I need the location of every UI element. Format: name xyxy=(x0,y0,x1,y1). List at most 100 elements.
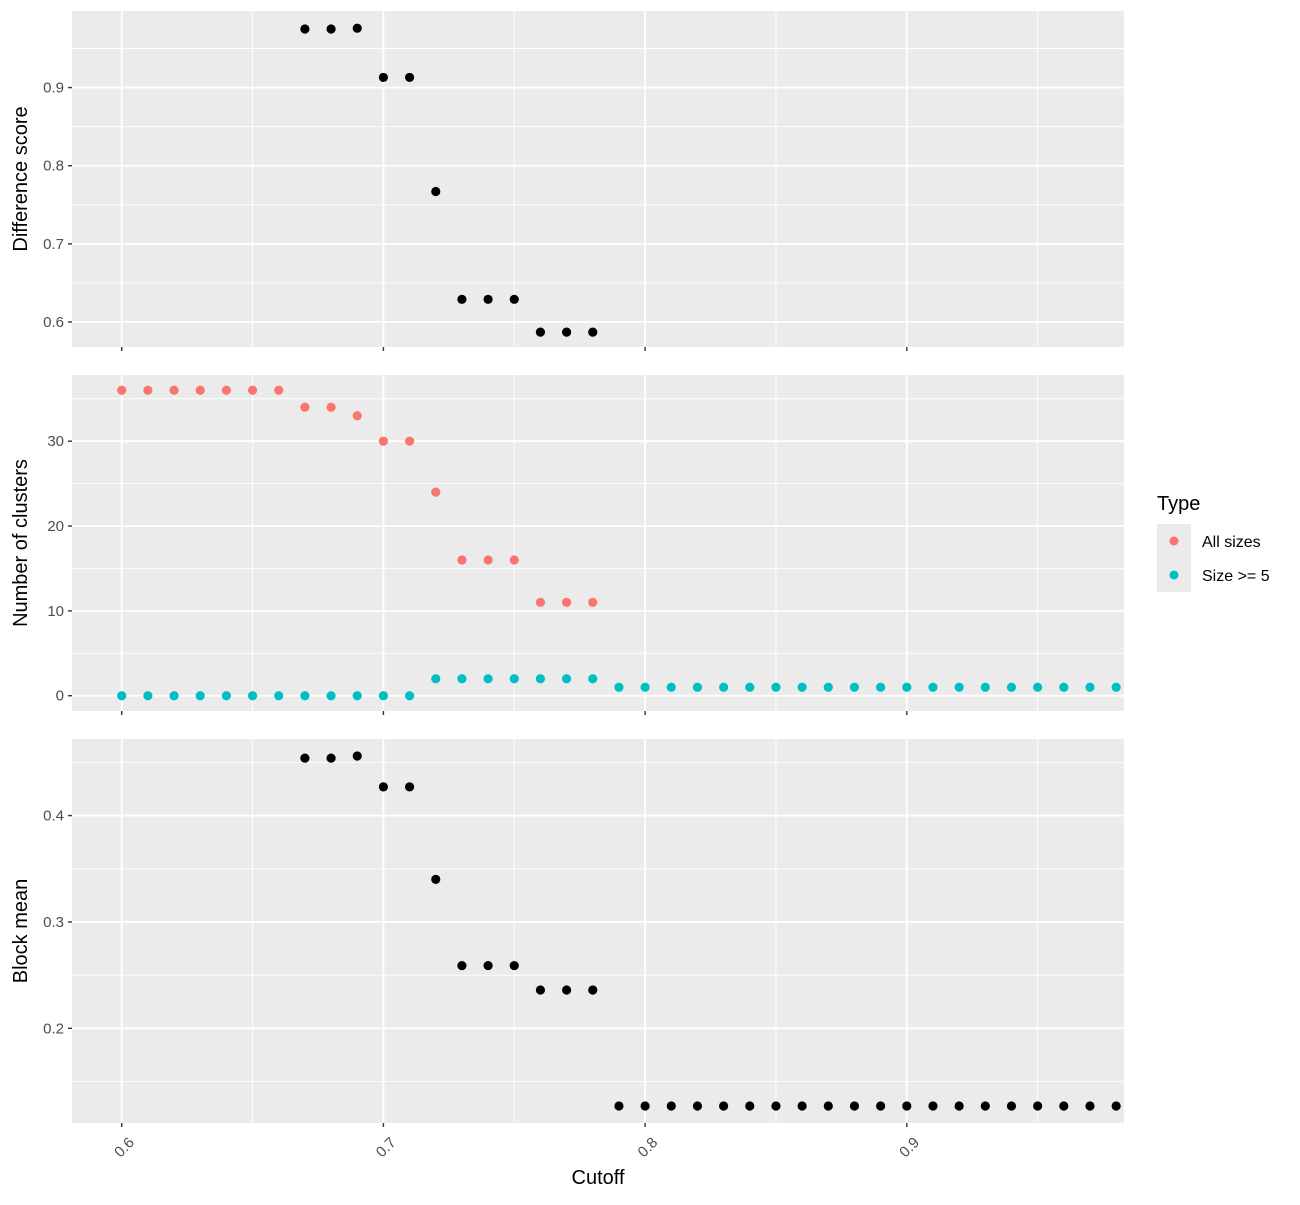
data-point xyxy=(902,682,912,692)
data-point xyxy=(509,555,519,565)
data-point xyxy=(902,1101,912,1111)
data-point xyxy=(771,682,781,692)
data-point xyxy=(640,682,650,692)
x-tick-label: 0.6 xyxy=(111,1134,138,1161)
data-point xyxy=(928,682,938,692)
panel-background xyxy=(72,739,1124,1123)
data-point xyxy=(326,753,336,763)
data-point xyxy=(431,487,441,497)
data-point xyxy=(1059,1101,1069,1111)
data-point xyxy=(404,782,415,792)
data-point xyxy=(457,674,467,684)
data-point xyxy=(692,682,703,692)
data-point xyxy=(745,682,755,692)
panel-background xyxy=(72,11,1124,347)
data-point xyxy=(980,682,990,692)
data-point xyxy=(352,23,362,33)
legend-label-all-sizes: All sizes xyxy=(1202,534,1261,551)
data-point xyxy=(1111,682,1121,692)
data-point xyxy=(431,874,441,885)
y-tick-label: 20 xyxy=(47,518,64,535)
panel-3: 0.2 0.3 0.4 Block mean xyxy=(10,739,1124,1127)
data-point xyxy=(1033,1101,1043,1111)
y-tick-label: 0.8 xyxy=(43,158,64,175)
data-point xyxy=(483,960,493,971)
data-point xyxy=(483,555,493,565)
legend: Type All sizes Size >= 5 xyxy=(1157,493,1270,592)
data-point xyxy=(1059,682,1069,692)
x-axis-title: Cutoff xyxy=(572,1167,625,1189)
data-point xyxy=(509,674,519,684)
data-point xyxy=(404,691,415,701)
data-point xyxy=(352,691,362,701)
data-point xyxy=(719,1101,729,1111)
data-point xyxy=(169,385,179,395)
data-point xyxy=(588,597,598,607)
data-point xyxy=(431,186,441,197)
data-point xyxy=(483,294,493,304)
data-point xyxy=(378,691,389,701)
data-point xyxy=(274,691,284,701)
legend-title: Type xyxy=(1157,493,1200,515)
data-point xyxy=(797,682,807,692)
data-point xyxy=(404,72,415,83)
data-point xyxy=(719,682,729,692)
data-point xyxy=(509,294,519,304)
data-point xyxy=(535,327,546,337)
legend-key-all-sizes xyxy=(1169,536,1179,546)
data-point xyxy=(221,385,231,395)
data-point xyxy=(143,385,153,395)
data-point xyxy=(326,691,336,701)
data-point xyxy=(588,674,598,684)
data-point xyxy=(928,1101,938,1111)
y-tick-label: 0.4 xyxy=(43,808,64,825)
data-point xyxy=(561,597,572,607)
series-1-1 xyxy=(300,23,598,337)
data-point xyxy=(195,691,205,701)
data-point xyxy=(797,1101,807,1111)
data-point xyxy=(247,385,258,395)
data-point xyxy=(326,24,336,34)
data-point xyxy=(300,753,310,763)
data-point xyxy=(849,1101,860,1111)
data-point xyxy=(666,682,676,692)
data-point xyxy=(431,674,441,684)
data-point xyxy=(326,402,336,412)
legend-label-size-ge-5: Size >= 5 xyxy=(1202,568,1270,585)
data-point xyxy=(509,960,519,971)
data-point xyxy=(535,674,546,684)
data-point xyxy=(666,1101,676,1111)
data-point xyxy=(692,1101,703,1111)
y-axis-title: Number of clusters xyxy=(10,459,32,627)
data-point xyxy=(745,1101,755,1111)
data-point xyxy=(404,436,415,446)
data-point xyxy=(823,682,833,692)
data-point xyxy=(980,1101,990,1111)
x-tick-label: 0.8 xyxy=(635,1134,662,1161)
data-point xyxy=(457,555,467,565)
data-point xyxy=(117,385,127,395)
series-2-1 xyxy=(117,385,598,607)
panel-1: 0.6 0.7 0.8 0.9 Difference score xyxy=(10,11,1124,351)
data-point xyxy=(143,691,153,701)
y-axis-title: Difference score xyxy=(10,106,32,251)
panels-layer: 0.6 0.7 0.8 0.9 Difference score 0 10 20 30 Numbe… xyxy=(10,11,1124,1161)
y-tick-label: 0 xyxy=(56,688,64,705)
data-point xyxy=(457,960,467,971)
y-tick-label: 30 xyxy=(47,433,64,450)
data-point xyxy=(849,682,860,692)
y-tick-label: 0.3 xyxy=(43,914,64,931)
data-point xyxy=(1111,1101,1121,1111)
series-3-1 xyxy=(300,751,1121,1111)
data-point xyxy=(352,411,362,421)
data-point xyxy=(876,682,886,692)
x-tick-labels: 0.6 0.7 0.8 0.9 xyxy=(111,1134,923,1161)
data-point xyxy=(1085,1101,1095,1111)
data-point xyxy=(169,691,179,701)
data-point xyxy=(535,985,546,995)
data-point xyxy=(300,402,310,412)
y-tick-label: 10 xyxy=(47,603,64,620)
legend-key-size-ge-5 xyxy=(1169,570,1179,580)
